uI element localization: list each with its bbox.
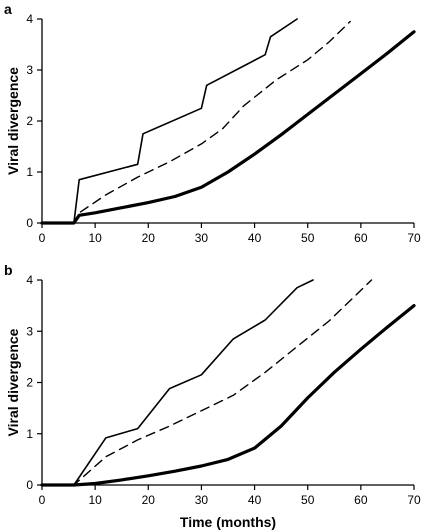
y-tick-label: 0 [26,216,33,230]
x-tick-label: 30 [195,493,209,507]
x-tick-label: 50 [301,493,315,507]
y-tick-label: 4 [26,12,33,26]
series-line-thin-solid [41,279,314,486]
x-tick-label: 40 [248,231,262,245]
x-tick-label: 40 [248,493,262,507]
series-line-dashed [41,279,373,486]
series-line-thin-solid [41,18,298,224]
series-line-dashed [41,20,351,224]
y-axis-label: Viral divergence [5,328,21,436]
x-tick-label: 70 [407,231,421,245]
x-tick-label: 20 [142,231,156,245]
y-tick-label: 3 [26,63,33,77]
panel-label: a [4,1,12,17]
x-tick-label: 30 [195,231,209,245]
chart-panel-b: b 0 10 20 30 40 50 60 70 0 1 2 3 4 Viral divergence Tim… [4,262,421,530]
y-tick-label: 2 [26,114,33,128]
y-tick-label: 2 [26,376,33,390]
panel-label: b [4,262,13,278]
chart-panel-a: a 0 10 20 30 40 50 60 70 0 1 2 3 4 Viral divergence [4,1,421,245]
y-tick-label: 1 [26,427,33,441]
x-tick-label: 10 [88,231,102,245]
x-tick-label: 70 [407,493,421,507]
y-axis-label: Viral divergence [5,67,21,175]
series-line-thick-solid [40,30,416,225]
x-axis-label: Time (months) [180,514,276,530]
series-line-thick-solid [40,304,416,487]
x-tick-label: 0 [39,231,46,245]
x-tick-label: 60 [354,231,368,245]
x-tick-label: 50 [301,231,315,245]
x-tick-label: 10 [88,493,102,507]
y-tick-label: 4 [26,273,33,287]
x-tick-label: 60 [354,493,368,507]
y-tick-label: 3 [26,324,33,338]
y-tick-label: 1 [26,165,33,179]
x-tick-label: 0 [39,493,46,507]
x-tick-label: 20 [142,493,156,507]
y-tick-label: 0 [26,478,33,492]
